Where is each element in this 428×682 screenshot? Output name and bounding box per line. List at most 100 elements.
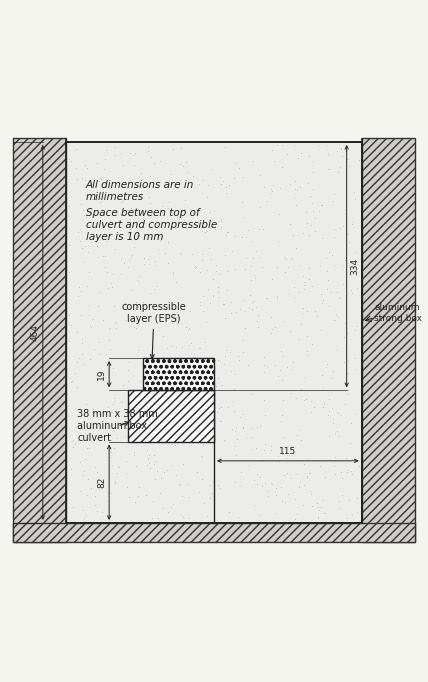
Point [202, 437, 209, 448]
Point [199, 473, 205, 484]
Point [306, 467, 313, 478]
Point [320, 507, 327, 518]
Point [309, 281, 315, 292]
Point [85, 484, 92, 494]
Point [84, 280, 91, 291]
Point [192, 261, 199, 271]
Point [152, 256, 159, 267]
Point [261, 395, 268, 406]
Point [86, 309, 93, 320]
Point [194, 386, 201, 397]
Point [113, 432, 120, 443]
Point [327, 163, 334, 174]
Point [343, 145, 350, 156]
Point [160, 371, 167, 382]
Point [240, 346, 247, 357]
Point [173, 470, 180, 481]
Point [151, 449, 158, 460]
Point [160, 466, 167, 477]
Point [269, 186, 276, 196]
Point [224, 285, 231, 296]
Point [260, 455, 267, 466]
Point [343, 466, 350, 477]
Point [312, 306, 318, 317]
Point [290, 356, 297, 367]
Point [159, 201, 166, 211]
Point [80, 210, 87, 221]
Point [289, 252, 296, 263]
Point [232, 476, 239, 487]
Point [110, 395, 117, 406]
Point [157, 155, 163, 166]
Point [96, 193, 103, 204]
Point [346, 494, 353, 505]
Point [108, 278, 115, 288]
Point [336, 430, 343, 441]
Point [297, 181, 304, 192]
Point [197, 297, 204, 308]
Point [211, 389, 218, 400]
Point [245, 303, 252, 314]
Point [285, 289, 292, 300]
Point [210, 290, 217, 301]
Point [205, 425, 211, 436]
Point [338, 260, 345, 271]
Point [300, 479, 307, 490]
Text: aluminum
strong box: aluminum strong box [374, 303, 422, 323]
Point [121, 258, 128, 269]
Point [320, 402, 327, 413]
Point [94, 158, 101, 168]
Point [346, 160, 353, 171]
Point [296, 481, 303, 492]
Point [206, 491, 213, 502]
Point [74, 327, 81, 338]
Point [239, 423, 246, 434]
Point [248, 304, 255, 315]
Point [217, 416, 223, 427]
Point [163, 464, 170, 475]
Point [125, 356, 132, 367]
Point [350, 217, 357, 228]
Point [142, 490, 149, 501]
Point [69, 434, 76, 445]
Point [80, 358, 87, 369]
Point [163, 359, 170, 370]
Point [230, 396, 237, 407]
Point [303, 345, 310, 356]
Point [125, 364, 131, 375]
Point [274, 236, 281, 247]
Point [237, 411, 244, 422]
Point [216, 172, 223, 183]
Point [220, 299, 227, 310]
Point [238, 481, 244, 492]
Point [320, 382, 327, 393]
Point [217, 482, 223, 493]
Point [130, 321, 137, 332]
Point [152, 473, 159, 484]
Point [241, 294, 247, 305]
Point [282, 254, 289, 265]
Point [217, 415, 224, 426]
Point [347, 466, 354, 477]
Bar [66, 142, 362, 523]
Point [82, 175, 89, 186]
Point [186, 323, 193, 333]
Point [351, 222, 357, 233]
Point [256, 455, 263, 466]
Point [134, 491, 140, 502]
Point [84, 430, 91, 441]
Point [204, 226, 211, 237]
Point [83, 509, 90, 520]
Point [125, 492, 132, 503]
Point [317, 325, 324, 336]
Point [298, 383, 305, 394]
Point [127, 224, 134, 235]
Point [326, 247, 333, 258]
Point [102, 181, 109, 192]
Point [231, 384, 238, 395]
Point [345, 389, 351, 400]
Point [201, 359, 208, 370]
Point [109, 188, 116, 198]
Point [122, 430, 129, 441]
Point [303, 471, 310, 482]
